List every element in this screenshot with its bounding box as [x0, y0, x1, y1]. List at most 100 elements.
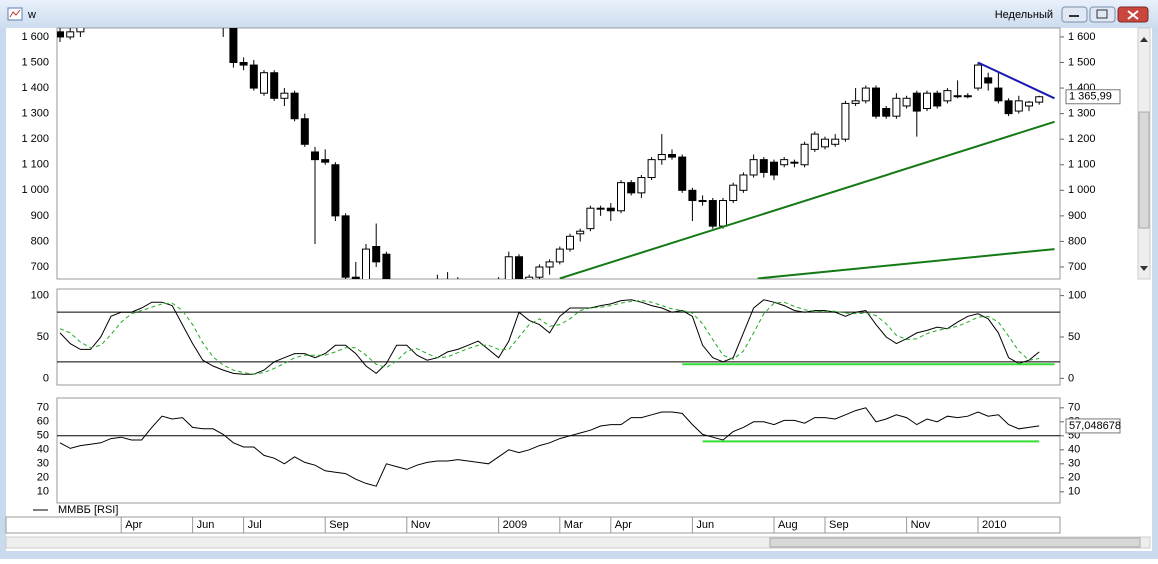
x-tick-label: Mar [564, 519, 583, 531]
candle-body [555, 248, 564, 263]
candle-body [902, 97, 911, 107]
candle-body [637, 177, 646, 194]
y-tick-label-right: 40 [1068, 444, 1080, 456]
y-tick-label-left: 10 [37, 486, 49, 498]
candle-body [729, 184, 738, 202]
y-tick-label-left: 60 [37, 416, 49, 428]
candle-body [535, 266, 544, 278]
horizontal-scrollbar[interactable] [5, 536, 1151, 549]
candle-body [861, 87, 870, 102]
scroll-thumb[interactable] [1138, 111, 1150, 229]
candle-body [331, 164, 340, 217]
x-tick-label: Sep [329, 519, 349, 531]
candle-body [943, 90, 952, 102]
candle-body [770, 161, 778, 176]
trend-line [977, 61, 1055, 100]
candle-body [719, 200, 727, 227]
candle-body [617, 182, 625, 212]
candle-body [229, 28, 238, 64]
candle-body [525, 276, 534, 279]
candle-body [790, 161, 799, 164]
y-tick-label-left: 40 [37, 444, 49, 456]
plot [57, 407, 1060, 487]
y-tick-label-right: 70 [1068, 402, 1080, 414]
candle-body [351, 276, 360, 279]
minimize-icon [1069, 15, 1079, 17]
x-tick-label: Aug [778, 519, 798, 531]
candle-body [647, 159, 656, 179]
y-tick-label-right: 100 [1068, 290, 1086, 302]
panel-frame [56, 27, 1061, 280]
candle-body [341, 215, 350, 278]
legend-label: ММВБ [RSI] [58, 504, 118, 516]
x-tick-label: Apr [615, 519, 632, 531]
x-tick-label: Nov [911, 519, 931, 531]
candle-body [566, 235, 574, 250]
y-tick-label-left: 800 [31, 235, 49, 247]
y-tick-label-left: 700 [31, 261, 49, 273]
candle-body [882, 108, 891, 117]
candle-body [76, 28, 85, 33]
candle-body [321, 159, 330, 163]
candle-body [586, 207, 595, 230]
y-tick-label-right: 50 [1068, 331, 1080, 343]
candle-body [372, 246, 381, 263]
candle-body [912, 92, 921, 112]
y-tick-label-left: 1 300 [21, 108, 49, 120]
y-tick-label-right: 800 [1068, 235, 1086, 247]
candle-body [300, 118, 309, 145]
h-scroll-thumb[interactable] [769, 537, 1141, 548]
candle-body [994, 87, 1003, 102]
price-tag-label: 1 365,99 [1069, 91, 1112, 103]
y-tick-label-left: 100 [31, 290, 49, 302]
y-tick-label-right: 1 600 [1068, 31, 1096, 43]
y-tick-label-right: 0 [1068, 372, 1074, 384]
candle-body [66, 31, 75, 38]
candle-body [576, 230, 585, 235]
restore-icon [1096, 9, 1108, 19]
x-tick-label: Nov [411, 519, 431, 531]
trend-line [757, 248, 1055, 279]
trend-line [559, 120, 1055, 279]
candle-body [953, 95, 962, 98]
candle-body [362, 248, 370, 279]
x-tick-label: Jun [197, 519, 215, 531]
candle-body [57, 31, 64, 38]
plot [57, 28, 1055, 279]
candle-body [668, 154, 676, 158]
restore-button[interactable] [1089, 6, 1116, 23]
y-tick-label-right: 700 [1068, 261, 1086, 273]
candle-body [984, 77, 993, 84]
candle-body [1004, 100, 1013, 115]
y-tick-label-right: 1 500 [1068, 56, 1096, 68]
candle-body [892, 97, 901, 117]
minimize-button[interactable] [1061, 6, 1088, 23]
x-tick-label: 2009 [503, 519, 527, 531]
candle-body [311, 151, 319, 161]
y-tick-label-right: 1 200 [1068, 133, 1096, 145]
y-tick-label-left: 1 500 [21, 56, 49, 68]
x-tick-label: Sep [829, 519, 849, 531]
y-tick-label-left: 900 [31, 210, 49, 222]
candle-body [780, 159, 789, 166]
candle-body [708, 200, 717, 227]
candle-body [1025, 101, 1033, 107]
candle-body [627, 182, 636, 194]
price-tag-label: 57,048678 [1069, 420, 1121, 432]
y-tick-label-left: 20 [37, 472, 49, 484]
y-tick-label-left: 50 [37, 331, 49, 343]
candle-body [923, 92, 931, 110]
candle-body [933, 92, 942, 107]
candle-body [810, 133, 819, 150]
candle-body [698, 200, 707, 203]
candle-body [260, 72, 268, 94]
series-line [59, 407, 1040, 487]
y-tick-label-left: 50 [37, 430, 49, 442]
y-tick-label-right: 1 300 [1068, 108, 1096, 120]
candle-body [1035, 96, 1044, 103]
y-tick-label-right: 20 [1068, 472, 1080, 484]
candle-body [606, 207, 615, 212]
y-tick-label-left: 30 [37, 458, 49, 470]
series-line [59, 299, 1040, 375]
